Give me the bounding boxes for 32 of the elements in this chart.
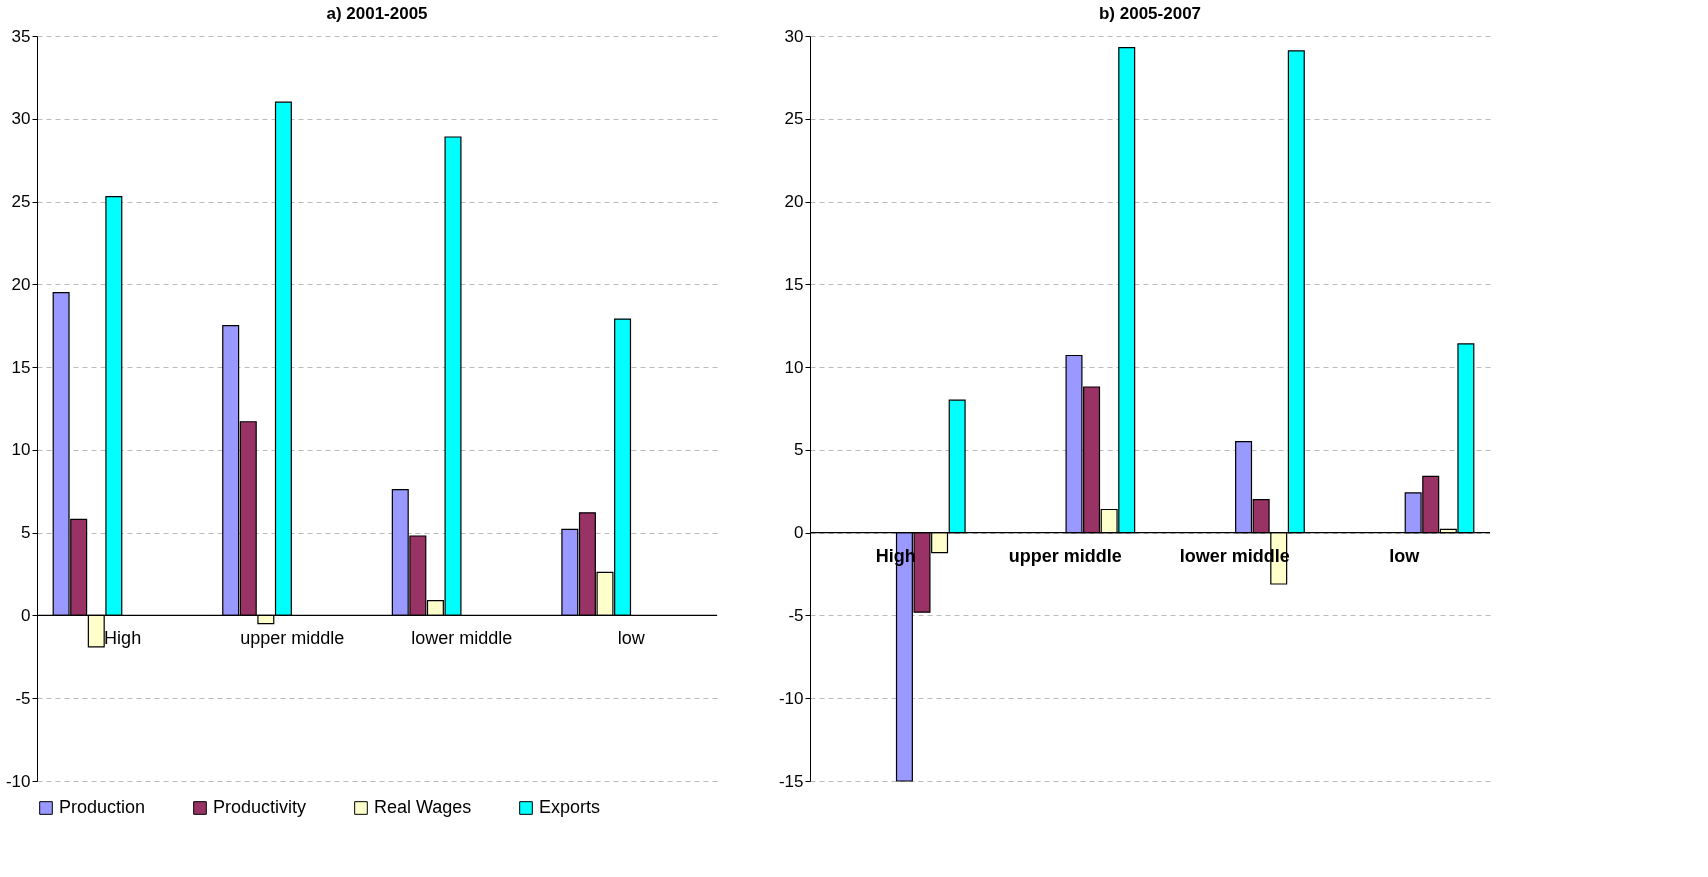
- x-tick-label: High: [104, 628, 142, 649]
- y-tick-label: -5: [15, 688, 31, 708]
- y-tick-label: -10: [5, 771, 31, 791]
- x-tick-label: upper middle: [1008, 545, 1122, 566]
- x-tick-label: low: [617, 628, 646, 649]
- y-tick-label: -15: [778, 771, 804, 791]
- x-tick-label: upper middle: [240, 628, 345, 649]
- y-tick-label: 0: [794, 523, 804, 543]
- legend-label: Productivity: [213, 797, 307, 817]
- legend-label: Exports: [539, 797, 601, 817]
- chart-title: b) 2005-2007: [1098, 4, 1202, 23]
- y-tick-label: 0: [21, 605, 31, 625]
- x-tick-label: low: [1389, 545, 1421, 566]
- y-tick-label: 30: [11, 109, 31, 129]
- y-tick-label: 15: [11, 357, 31, 377]
- y-tick-label: 20: [784, 192, 804, 212]
- legend-label: Production: [59, 797, 146, 817]
- y-tick-label: 20: [11, 274, 31, 294]
- y-tick-label: 25: [784, 109, 804, 129]
- x-tick-label: lower middle: [411, 628, 513, 649]
- y-tick-label: 5: [794, 440, 804, 460]
- y-tick-label: 30: [784, 26, 804, 46]
- y-tick-label: 15: [784, 274, 804, 294]
- chart-title: a) 2001-2005: [326, 4, 428, 23]
- y-tick-label: 25: [11, 192, 31, 212]
- y-tick-label: -5: [788, 605, 804, 625]
- y-tick-label: 35: [11, 26, 31, 46]
- y-tick-label: 10: [11, 440, 31, 460]
- y-tick-label: 5: [21, 523, 31, 543]
- y-tick-label: 10: [784, 357, 804, 377]
- y-tick-label: -10: [778, 688, 804, 708]
- legend-label: Real Wages: [374, 797, 472, 817]
